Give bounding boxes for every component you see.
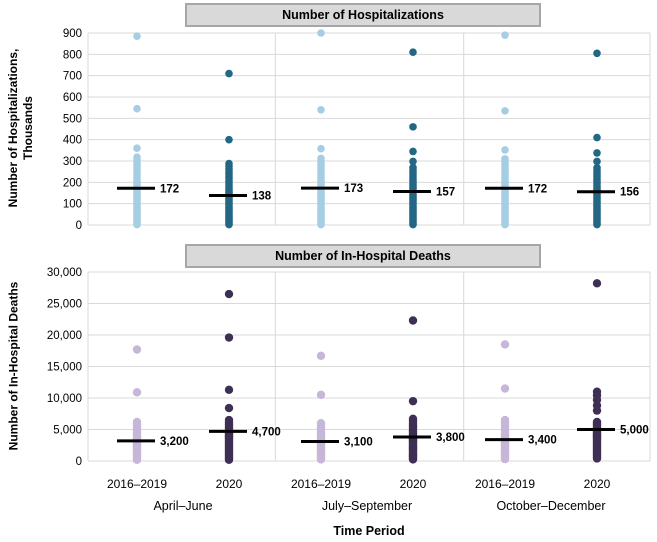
y-axis-label-deaths: Number of In-Hospital Deaths xyxy=(6,281,21,451)
panel-title-hospitalizations: Number of Hospitalizations xyxy=(185,3,541,27)
data-point xyxy=(593,157,601,166)
x-group-label-july-september: July–September xyxy=(321,499,413,513)
data-point xyxy=(317,106,325,114)
median-label: 138 xyxy=(252,191,272,203)
median-label: 5,000 xyxy=(620,425,649,437)
data-point xyxy=(593,133,601,142)
data-point xyxy=(593,220,601,229)
x-group-label-october-december: October–December xyxy=(496,499,606,513)
data-point xyxy=(224,333,234,342)
data-point xyxy=(224,455,234,464)
median-label: 157 xyxy=(436,187,455,199)
y-tick-label: 900 xyxy=(63,28,82,40)
data-point xyxy=(408,455,418,464)
median-label: 172 xyxy=(160,183,179,195)
data-point xyxy=(132,388,142,397)
data-point xyxy=(501,146,509,154)
y-tick-label: 10,000 xyxy=(47,393,82,405)
median-label: 172 xyxy=(528,183,547,195)
data-point xyxy=(409,123,417,131)
data-point xyxy=(317,144,325,153)
x-tick-cohort-5: 2016–2019 xyxy=(474,477,536,491)
data-point xyxy=(133,144,141,152)
data-point xyxy=(316,455,326,464)
y-tick-label: 15,000 xyxy=(47,362,82,374)
data-point xyxy=(316,390,326,400)
data-point xyxy=(133,104,141,113)
data-point xyxy=(500,384,510,393)
y-tick-label: 100 xyxy=(63,199,82,211)
data-point xyxy=(500,340,510,349)
data-point xyxy=(316,351,326,360)
data-point xyxy=(317,29,325,37)
median-label: 3,200 xyxy=(160,436,189,448)
y-tick-label: 5,000 xyxy=(53,425,82,437)
data-point xyxy=(500,454,510,464)
data-point xyxy=(592,279,602,288)
median-label: 173 xyxy=(344,183,363,195)
median-label: 3,400 xyxy=(528,435,557,447)
data-point xyxy=(408,396,418,406)
y-axis-label-line2: Thousands xyxy=(21,96,35,161)
data-point xyxy=(408,316,418,325)
data-point xyxy=(225,220,233,229)
y-tick-label: 600 xyxy=(63,92,82,104)
data-point xyxy=(409,157,417,166)
x-tick-cohort-4: 2020 xyxy=(399,477,427,491)
data-point xyxy=(133,220,141,229)
data-point xyxy=(225,69,233,78)
y-tick-label: 400 xyxy=(63,135,82,147)
x-axis-title: Time Period xyxy=(333,524,405,538)
data-point xyxy=(132,455,142,464)
y-tick-label: 20,000 xyxy=(47,330,82,342)
y-tick-label: 0 xyxy=(76,456,82,468)
data-point xyxy=(593,49,601,58)
y-axis-label-line1: Number of Hospitalizations, xyxy=(6,48,20,208)
median-label: 3,800 xyxy=(436,432,465,444)
data-point xyxy=(224,289,234,299)
y-tick-label: 500 xyxy=(63,113,82,125)
panel-title-in-hospital-deaths: Number of In-Hospital Deaths xyxy=(185,244,541,268)
y-tick-label: 200 xyxy=(63,177,82,189)
median-label: 4,700 xyxy=(252,426,281,438)
data-point xyxy=(133,32,141,40)
median-label: 156 xyxy=(620,187,639,199)
x-tick-cohort-6: 2020 xyxy=(583,477,611,491)
y-tick-label: 0 xyxy=(76,220,82,232)
data-point xyxy=(593,149,601,157)
data-point xyxy=(224,385,234,395)
data-point xyxy=(225,135,233,144)
data-point xyxy=(132,345,142,354)
y-axis-label-hospitalizations: Number of Hospitalizations, Thousands xyxy=(6,49,36,208)
data-point xyxy=(224,403,234,413)
data-point xyxy=(409,147,417,156)
y-tick-label: 25,000 xyxy=(47,299,82,311)
data-point xyxy=(317,220,325,229)
data-point xyxy=(409,48,417,56)
y-tick-label: 700 xyxy=(63,71,82,83)
data-point xyxy=(501,220,509,229)
x-tick-cohort-3: 2016–2019 xyxy=(290,477,352,491)
data-point xyxy=(592,406,602,415)
y-tick-label: 300 xyxy=(63,156,82,168)
data-point xyxy=(501,31,509,39)
median-label: 3,100 xyxy=(344,436,373,448)
y-tick-label: 800 xyxy=(63,49,82,61)
data-point xyxy=(409,220,417,229)
x-tick-cohort-2: 2020 xyxy=(215,477,243,491)
data-point xyxy=(501,107,509,115)
x-tick-cohort-1: 2016–2019 xyxy=(106,477,168,491)
y-tick-label: 30,000 xyxy=(47,267,82,279)
x-group-label-april-june: April–June xyxy=(153,499,213,513)
data-point xyxy=(592,454,602,463)
